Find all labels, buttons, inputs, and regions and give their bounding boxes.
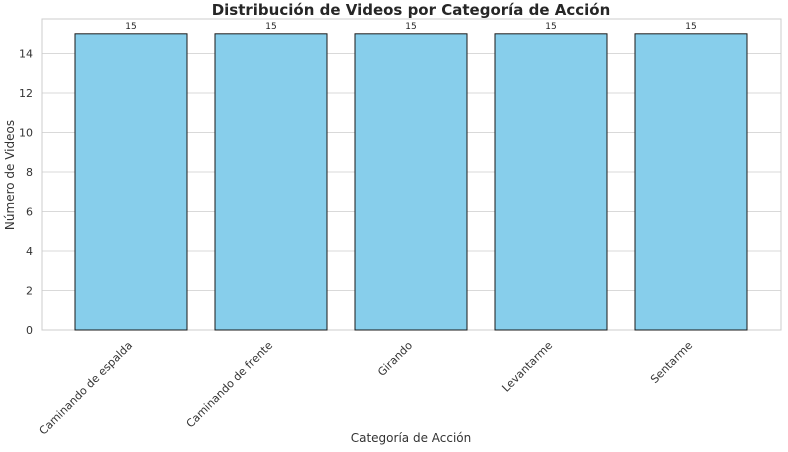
x-tick-label: Caminando de espalda [37,339,136,438]
y-axis-label: Número de Videos [3,120,17,230]
bar-value-label: 15 [125,22,136,32]
x-tick-label: Caminando de frente [184,339,276,431]
x-tick-label: Levantarme [499,339,555,395]
bar [494,33,608,331]
y-tick-label: 2 [26,285,33,298]
y-tick-label: 8 [26,166,33,179]
y-tick-label: 14 [19,48,33,61]
bars [74,33,748,331]
bar [634,33,748,331]
bar [74,33,188,331]
y-tick-label: 6 [26,206,33,219]
x-tick-label: Sentarme [648,339,695,386]
bar [354,33,468,331]
bar [214,33,328,331]
y-axis-ticks: 0 2 4 6 8 10 12 14 [19,48,33,337]
y-tick-label: 4 [26,245,33,258]
y-tick-label: 10 [19,127,33,140]
x-axis-label: Categoría de Acción [351,431,472,445]
x-axis-ticks: Caminando de espalda Caminando de frente G… [37,339,696,438]
bar-value-label: 15 [545,22,556,32]
data-labels: 15 15 15 15 15 [125,22,696,32]
x-tick-label: Girando [375,339,415,379]
bar-value-label: 15 [265,22,276,32]
y-tick-label: 0 [26,324,33,337]
bar-value-label: 15 [405,22,416,32]
bar-value-label: 15 [685,22,696,32]
chart-title: Distribución de Videos por Categoría de … [212,1,611,19]
y-tick-label: 12 [19,87,33,100]
